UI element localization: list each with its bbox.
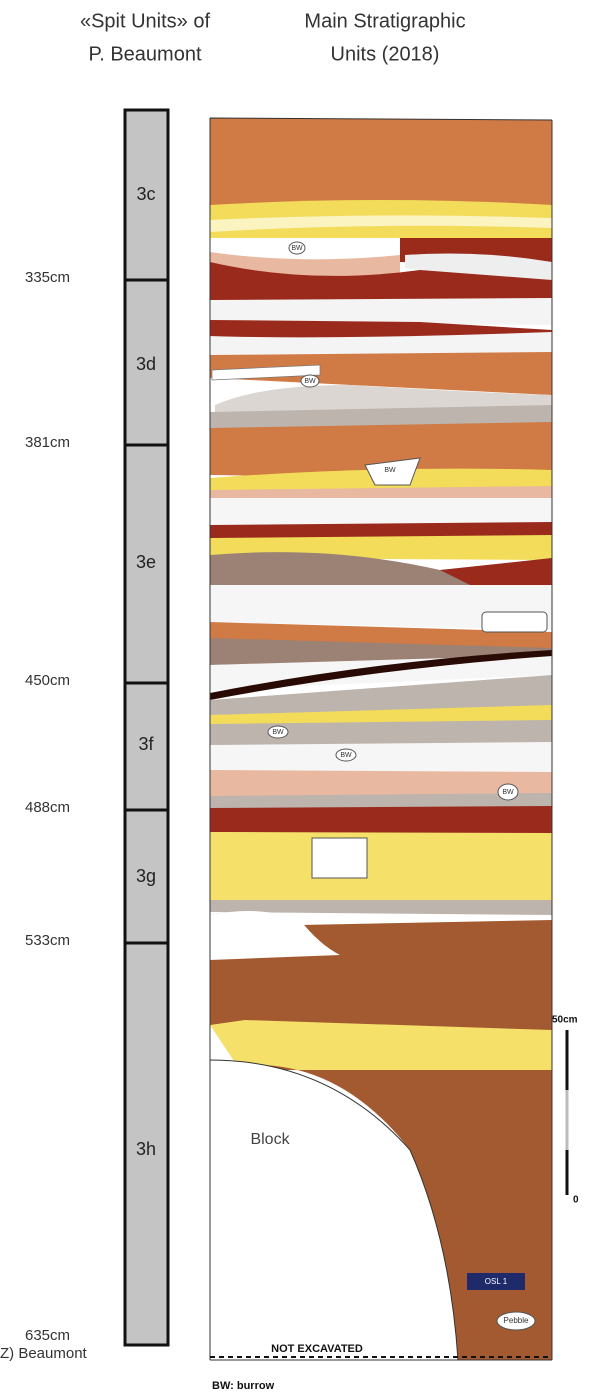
spit-label: 3f: [138, 734, 154, 754]
depth-label: 450cm: [25, 672, 70, 689]
legend: BW: burrow: [212, 1380, 275, 1392]
burrow-label: BW: [304, 378, 316, 385]
burrow-label: BW: [502, 789, 514, 796]
main-title: Main Stratigraphic: [304, 10, 465, 32]
spit-title: «Spit Units» of: [80, 10, 211, 32]
depth-label: 381cm: [25, 434, 70, 451]
section-layers: [209, 117, 553, 1361]
depth-label: 488cm: [25, 799, 70, 816]
not-excavated: NOT EXCAVATED: [271, 1343, 363, 1355]
spit-label: 3d: [136, 354, 156, 374]
burrow-label: BW: [384, 467, 396, 474]
burrow-label: BW: [291, 245, 303, 252]
scale-bottom: 0: [573, 1195, 579, 1206]
spit-column: [123, 108, 170, 1347]
burrow-label: BW: [272, 729, 284, 736]
spit-title: P. Beaumont: [88, 43, 201, 65]
spit-label: 3g: [136, 866, 156, 886]
block-label: Block: [250, 1131, 290, 1148]
burrow-label: BW: [340, 752, 352, 759]
pebble-label: Pebble: [504, 1316, 529, 1325]
scale-top: 50cm: [552, 1015, 578, 1026]
depth-label: 335cm: [25, 269, 70, 286]
main-title: Units (2018): [331, 43, 440, 65]
spit-label: 3h: [136, 1139, 156, 1159]
depth-label: 533cm: [25, 932, 70, 949]
spit-label: 3e: [136, 552, 156, 572]
credit: (Z) Beaumont: [0, 1345, 88, 1362]
spit-label: 3c: [136, 184, 155, 204]
depth-label: 635cm: [25, 1327, 70, 1344]
osl-label: OSL 1: [485, 1277, 508, 1286]
